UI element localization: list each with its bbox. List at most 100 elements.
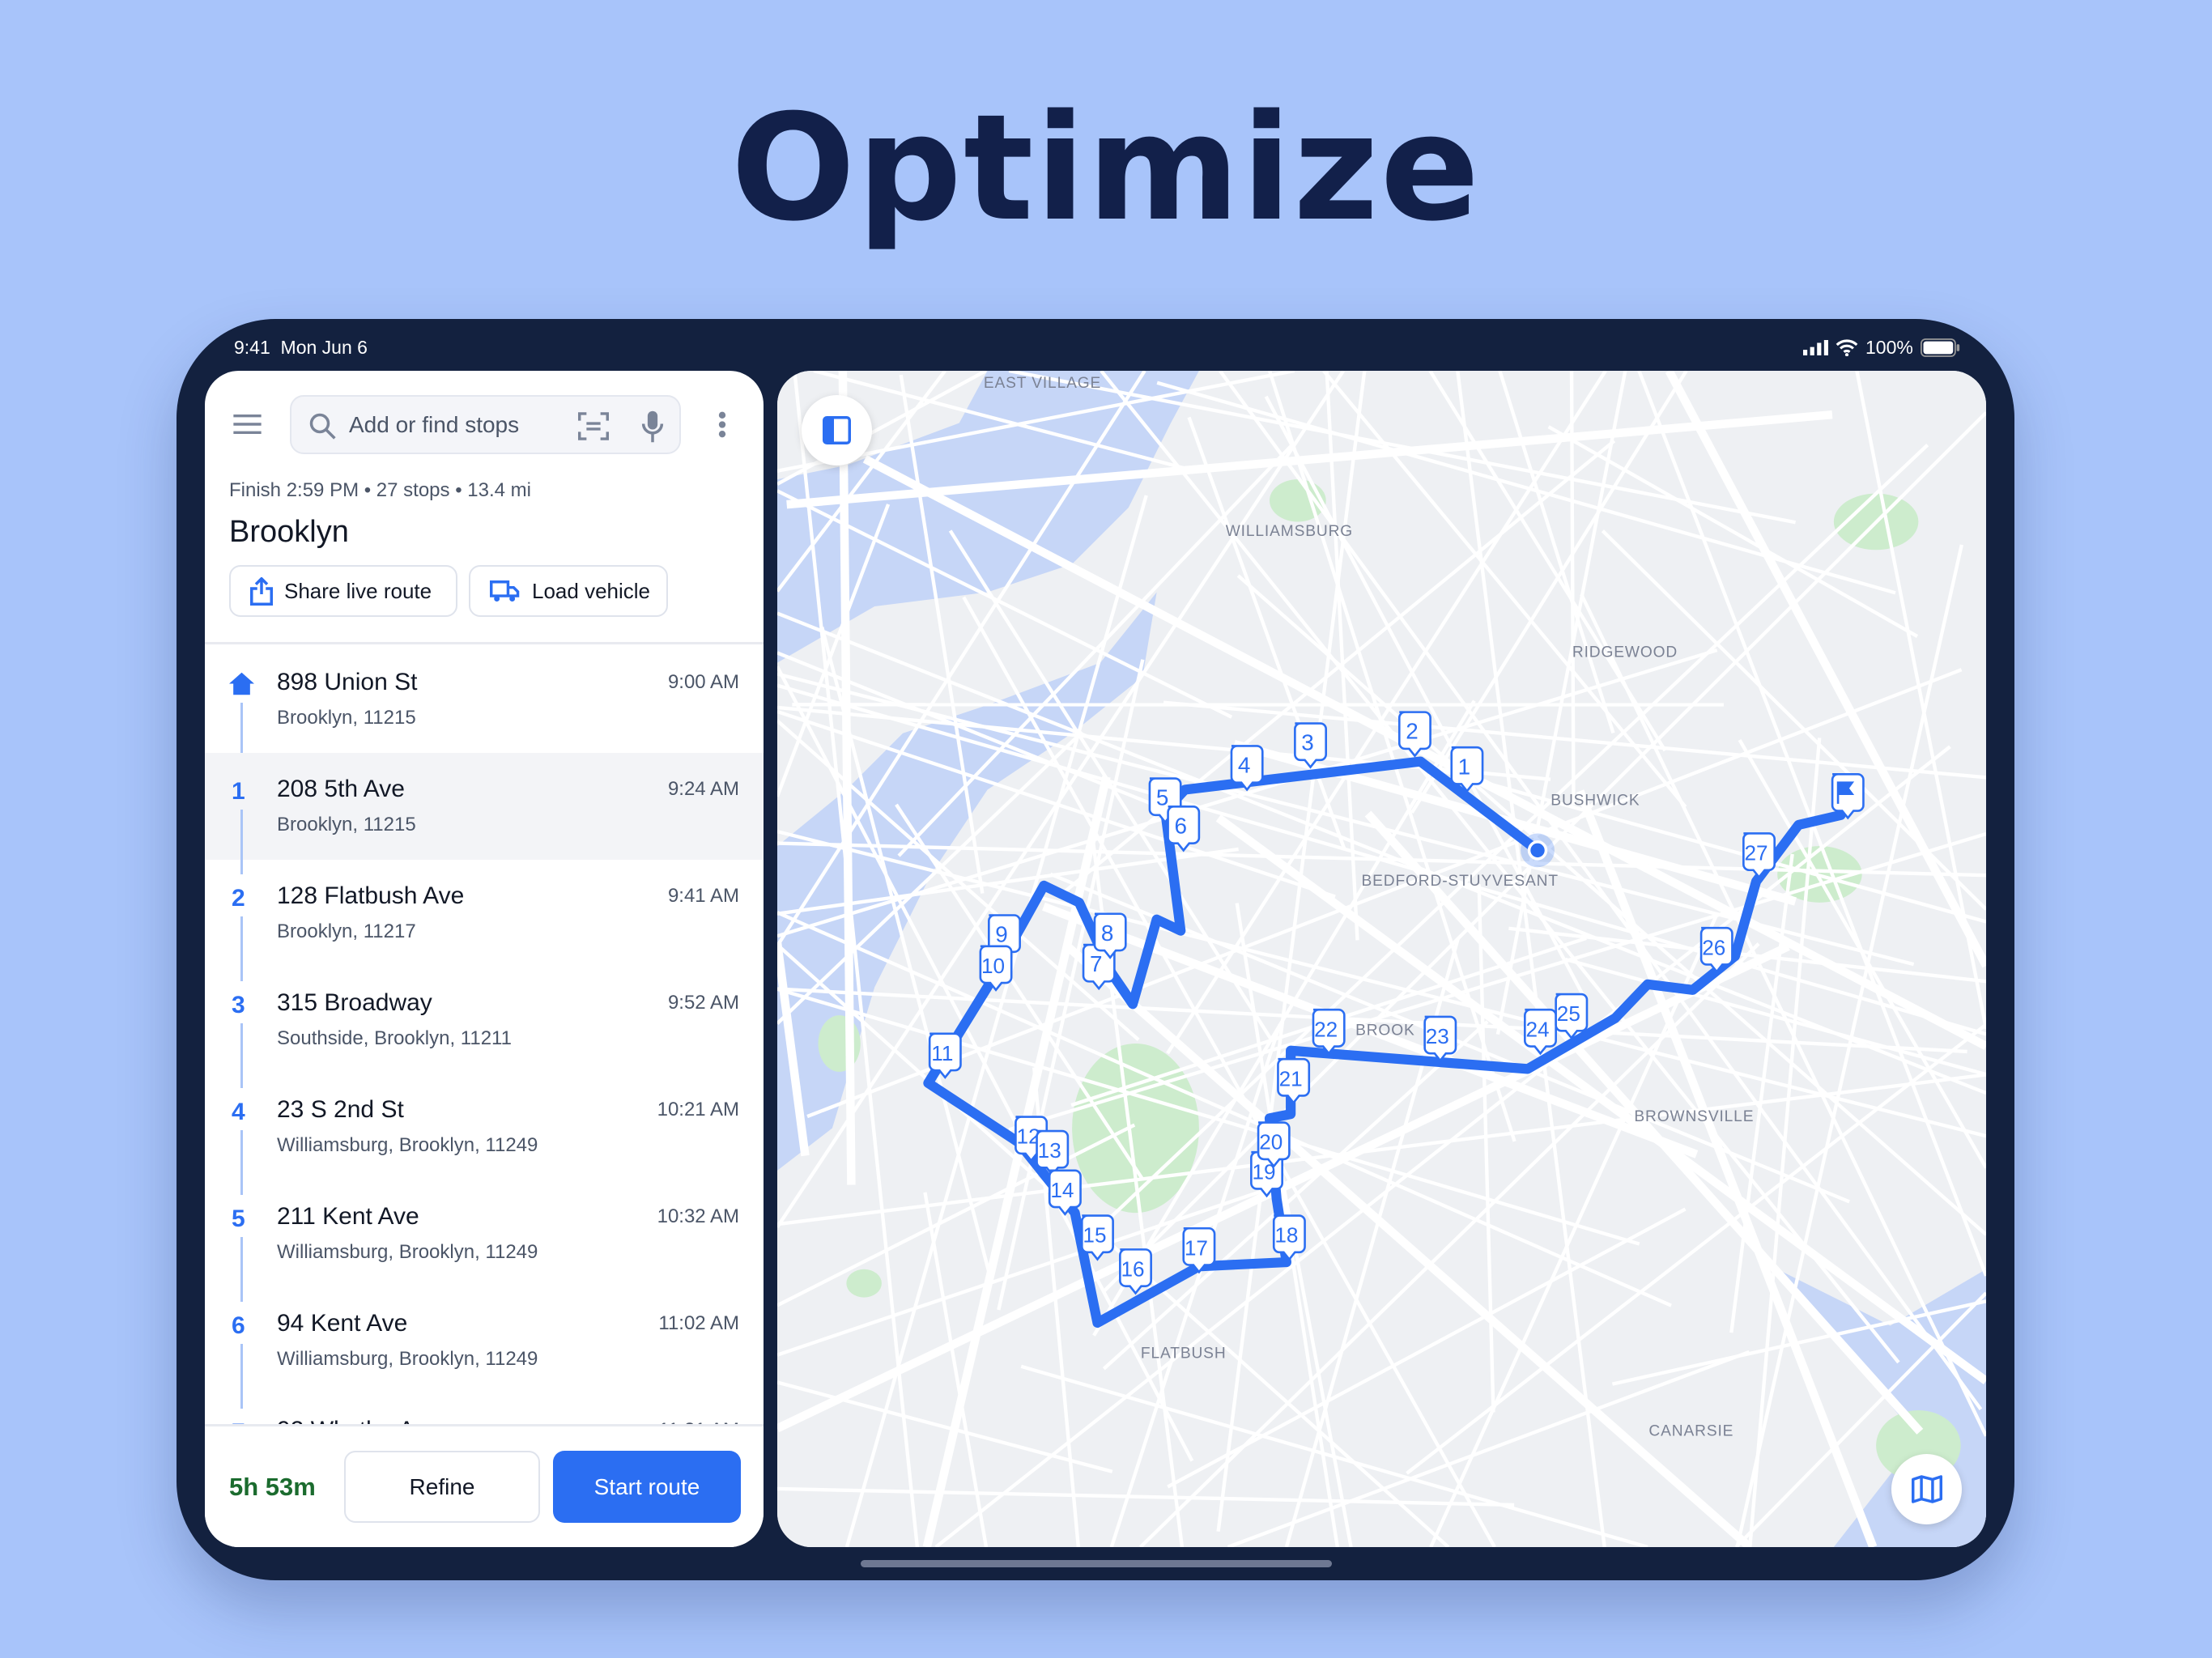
street: [862, 455, 1986, 1050]
route-panel: Add or find stops Finish 2:59 PM • 27 st…: [205, 371, 764, 1547]
stop-row[interactable]: 898 Union St Brooklyn, 11215 9:00 AM: [205, 646, 764, 767]
street: [777, 829, 1986, 1138]
share-live-route-button[interactable]: Share live route: [229, 565, 457, 617]
divider: [205, 642, 764, 644]
street: [1456, 371, 1606, 1547]
stop-marker-label: 9: [995, 922, 1008, 947]
map-canvas[interactable]: EAST VILLAGE WILLIAMSBURG RIDGEWOOD BUSHWIC…: [777, 371, 1986, 1547]
stop-marker: [1312, 1008, 1346, 1056]
street: [777, 651, 1161, 810]
stop-address: 208 5th Ave: [277, 776, 405, 802]
street: [1576, 789, 1878, 1547]
street: [777, 504, 891, 797]
route-connector: [240, 1130, 243, 1195]
microphone-icon[interactable]: [641, 410, 664, 444]
street: [1061, 941, 1753, 1547]
stop-marker: [1272, 1214, 1306, 1261]
stop-city: Southside, Brooklyn, 11211: [277, 1027, 512, 1049]
street: [1364, 810, 1924, 1435]
stop-row[interactable]: 6 94 Kent Ave Williamsburg, Brooklyn, 112…: [205, 1287, 764, 1409]
street: [820, 627, 993, 1283]
neighborhood-label: WILLIAMSBURG: [1226, 523, 1353, 540]
stop-marker: [928, 1032, 962, 1079]
menu-icon[interactable]: [233, 414, 262, 434]
neighborhood-label: RIDGEWOOD: [1572, 644, 1678, 661]
street: [777, 709, 1336, 899]
search-icon: [309, 413, 336, 440]
map[interactable]: EAST VILLAGE WILLIAMSBURG RIDGEWOOD BUSHWIC…: [777, 371, 1986, 1547]
stop-time: 10:32 AM: [657, 1205, 739, 1227]
scan-icon[interactable]: [578, 412, 609, 440]
wifi-icon: [1836, 339, 1858, 356]
stop-row[interactable]: 4 23 S 2nd St Williamsburg, Brooklyn, 112…: [205, 1073, 764, 1195]
route-connector: [240, 1237, 243, 1302]
stop-marker: [1080, 1214, 1114, 1261]
stop-row[interactable]: 5 211 Kent Ave Williamsburg, Brooklyn, 11…: [205, 1180, 764, 1302]
stop-marker-label: 4: [1238, 753, 1251, 778]
stop-marker-label: 3: [1301, 730, 1314, 755]
street: [1564, 957, 1986, 1077]
stop-row[interactable]: 7 92 Whythe Ave 11:21 AM: [205, 1394, 764, 1425]
stop-marker-label: 1: [1458, 754, 1471, 779]
stop-marker-label: 23: [1426, 1024, 1449, 1048]
stop-marker-label: 2: [1406, 719, 1419, 744]
stop-row[interactable]: 1 208 5th Ave Brooklyn, 11215 9:24 AM: [205, 753, 764, 874]
more-vertical-icon[interactable]: [718, 410, 726, 439]
stop-marker-label: 21: [1279, 1066, 1303, 1090]
neighborhood-label: CANARSIE: [1648, 1422, 1733, 1439]
stop-marker-label: 11: [931, 1041, 953, 1065]
stop-row[interactable]: 3 315 Broadway Southside, Brooklyn, 11211…: [205, 967, 764, 1088]
stop-marker-label: 27: [1745, 841, 1768, 865]
street: [1498, 371, 1615, 734]
street: [1167, 1207, 1687, 1489]
route-connector: [240, 810, 243, 874]
stop-marker: [1119, 1248, 1152, 1295]
street: [1264, 395, 1589, 1003]
stop-address: 94 Kent Ave: [277, 1310, 408, 1337]
street: [777, 1123, 1136, 1307]
stop-marker: [1397, 711, 1431, 758]
street: [1008, 371, 1797, 525]
street: [934, 745, 1951, 1547]
stop-city: Williamsburg, Brooklyn, 11249: [277, 1134, 538, 1156]
stop-number: 1: [232, 778, 245, 805]
neighborhood-label: BROOK: [1355, 1022, 1415, 1039]
street: [1611, 1299, 1986, 1386]
home-indicator: [861, 1560, 1332, 1567]
street: [777, 942, 810, 1157]
stop-marker-label: 6: [1174, 813, 1187, 838]
stop-marker-label: 8: [1101, 920, 1114, 946]
sidebar-icon: [823, 416, 851, 444]
stop-marker-label: 24: [1525, 1017, 1549, 1041]
load-vehicle-button[interactable]: Load vehicle: [469, 565, 668, 617]
stop-marker: [1742, 832, 1776, 879]
street: [777, 371, 987, 486]
status-time: 9:41 Mon Jun 6: [234, 337, 368, 359]
start-route-button[interactable]: Start route: [553, 1451, 741, 1523]
street: [1665, 371, 1986, 968]
map-icon: [1911, 1475, 1942, 1503]
total-duration: 5h 53m: [229, 1473, 316, 1501]
stop-address: 92 Whythe Ave: [277, 1417, 440, 1425]
stop-marker-label: 16: [1121, 1256, 1144, 1281]
street: [777, 841, 1986, 878]
street: [1569, 371, 1576, 806]
search-input[interactable]: Add or find stops: [290, 395, 681, 454]
map-layers-button[interactable]: [1891, 1454, 1962, 1524]
stop-marker-label: 20: [1259, 1130, 1283, 1154]
street: [1267, 371, 1516, 1142]
refine-button[interactable]: Refine: [344, 1451, 540, 1523]
stop-list[interactable]: 898 Union St Brooklyn, 11215 9:00 AM 1 208…: [205, 646, 764, 1425]
neighborhood-label: BROWNSVILLE: [1634, 1108, 1754, 1125]
street: [777, 987, 1640, 1246]
time: 9:41: [234, 337, 270, 358]
street: [777, 489, 1233, 719]
stop-address: 898 Union St: [277, 669, 418, 695]
street: [1477, 884, 1495, 1413]
route-line: [923, 756, 1846, 1329]
street: [895, 803, 1144, 1180]
stop-marker: [1294, 722, 1327, 769]
stop-marker: [1450, 746, 1484, 793]
toggle-sidebar-button[interactable]: [802, 395, 872, 466]
stop-row[interactable]: 2 128 Flatbush Ave Brooklyn, 11217 9:41 A…: [205, 860, 764, 981]
